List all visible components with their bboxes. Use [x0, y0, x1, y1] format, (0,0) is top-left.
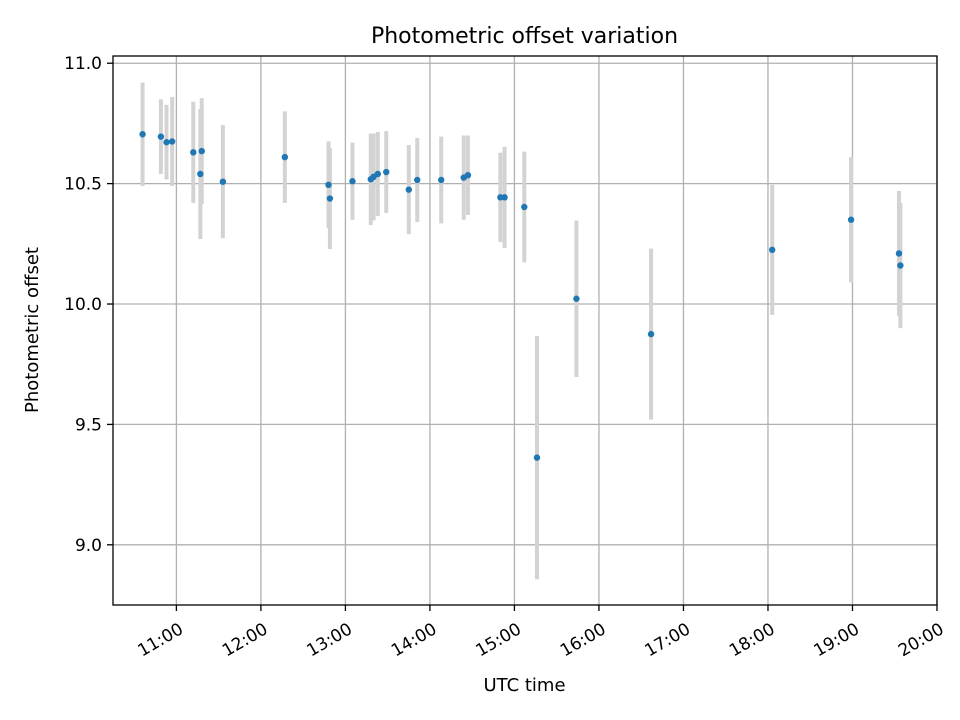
x-tick-label: 19:00 — [811, 619, 863, 661]
data-point — [198, 147, 205, 155]
data-point — [349, 178, 356, 185]
data-point — [281, 153, 289, 161]
data-point — [163, 139, 170, 146]
data-point — [533, 454, 541, 461]
data-point — [139, 131, 146, 138]
data-point — [383, 168, 390, 176]
y-tick-label: 10.0 — [64, 295, 102, 315]
data-point — [374, 170, 382, 178]
data-point — [326, 195, 334, 202]
data-point — [325, 181, 332, 189]
y-tick-label: 10.5 — [64, 175, 102, 195]
data-point — [501, 194, 508, 201]
data-point — [157, 133, 165, 140]
data-point — [847, 216, 855, 223]
data-point — [573, 295, 580, 302]
y-axis-label: Photometric offset — [22, 247, 43, 413]
plot-area: 11:00 12:00 13:00 14:00 15:00 16:00 17:00 18:00… — [64, 54, 947, 661]
x-tick-label: 18:00 — [726, 619, 778, 661]
data-point — [437, 176, 445, 184]
y-tick-label: 11.0 — [64, 54, 102, 74]
y-tick-label: 9.0 — [75, 536, 102, 556]
data-point — [197, 170, 204, 178]
x-tick-label: 20:00 — [895, 619, 947, 661]
x-tick-label: 17:00 — [642, 619, 694, 661]
x-tick-label: 14:00 — [388, 619, 440, 661]
data-point — [521, 203, 528, 211]
data-point — [414, 176, 421, 184]
data-point — [168, 138, 176, 145]
data-point — [647, 330, 655, 338]
data-point — [190, 149, 197, 156]
x-tick-label: 11:00 — [134, 619, 186, 661]
x-tick-label: 16:00 — [557, 619, 609, 661]
data-point — [769, 246, 776, 254]
x-tick-label: 15:00 — [473, 619, 525, 661]
plot-background — [113, 56, 937, 605]
plot-frame — [112, 55, 938, 606]
x-tick-label: 12:00 — [219, 619, 271, 661]
data-point — [219, 178, 227, 185]
data-point — [897, 262, 904, 269]
data-point — [464, 171, 472, 179]
data-point — [895, 250, 903, 257]
chart-title: Photometric offset variation — [371, 24, 678, 49]
x-axis-label: UTC time — [483, 675, 565, 696]
data-point — [405, 186, 412, 193]
y-tick-label: 9.5 — [75, 415, 102, 435]
x-tick-label: 13:00 — [303, 619, 355, 661]
